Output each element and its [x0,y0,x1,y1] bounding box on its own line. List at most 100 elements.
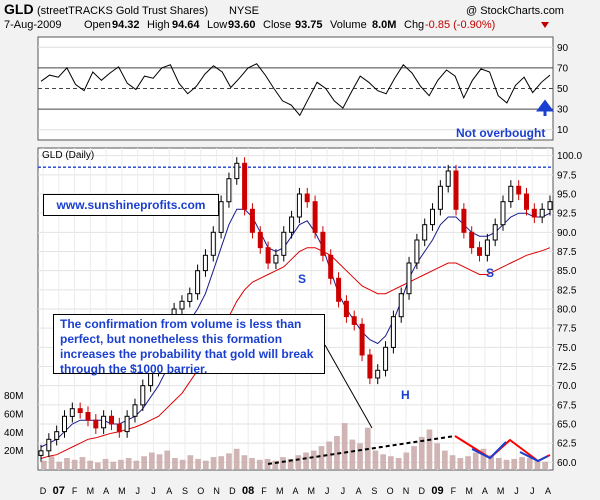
x-tick-label: O [197,486,204,496]
volume-neckline [267,435,456,465]
quote-date: 7-Aug-2009 [4,19,62,31]
x-tick-label: A [356,486,362,496]
security-name: (streetTRACKS Gold Trust Shares) [37,5,208,17]
volume-bar [102,458,109,469]
volume-bar [141,456,147,469]
candle-body [336,277,342,302]
volume-bar [434,443,440,469]
x-tick-label: S [182,486,188,496]
x-tick-label: D [40,486,47,496]
x-tick-label: A [482,486,488,496]
down-arrow-icon [541,22,549,28]
volume-bar [172,458,178,469]
volume-bar [164,450,171,469]
volume-bar [526,458,533,469]
candle-body [320,231,326,256]
volume-bar [372,450,379,469]
candle-body [304,193,310,203]
candle-body [430,208,435,226]
candle-body [524,193,529,210]
candle-body [539,208,545,218]
up-arrow-icon [536,99,554,116]
candle-body [367,354,373,379]
volume-bar [287,458,294,469]
volume-bar [87,460,93,469]
volume-bar [226,453,232,469]
volume-bar [511,458,518,469]
open-label: Open [84,19,111,31]
x-tick-label: M [276,486,284,496]
price-tick-label: 100.0 [557,151,582,162]
volume-bar [272,460,279,469]
volume-bar [149,452,155,469]
price-tick-label: 92.5 [557,209,577,220]
x-tick-label: J [341,486,346,496]
rsi-tick-label: 70 [557,63,569,74]
x-tick-label: F [261,486,267,496]
candle-body [484,239,490,256]
volume-bar [41,460,47,469]
candle-body [179,300,185,310]
x-tick-label: N [403,486,410,496]
price-tick-label: 62.5 [557,439,577,450]
candle-body [390,316,396,348]
volume-bar [125,458,132,469]
price-tick-label: 60.0 [557,458,577,469]
symbol: GLD [4,1,34,17]
price-tick-label: 65.0 [557,420,577,431]
volume-bar [334,436,340,469]
volume-bar [503,459,510,469]
price-tick-label: 97.5 [557,170,577,181]
volume-bar [310,450,317,469]
volume-tick-label: 80M [4,391,23,402]
candle-body [414,239,420,264]
candle-body [343,300,349,318]
volume-bar [156,454,163,469]
price-tick-label: 75.0 [557,343,577,354]
candle-body [257,231,263,249]
candle-body [38,450,44,456]
candle-body [547,201,553,210]
volume-trend-blue-2 [519,451,549,463]
x-tick-label: O [387,486,394,496]
volume-note: The confirmation from volume is less tha… [53,314,325,376]
candle-body [477,247,482,256]
volume-bar [110,461,117,469]
price-tick-label: 77.5 [557,324,577,335]
volume-bar [318,446,325,469]
candle-body [437,185,443,210]
high-label: High [147,19,170,31]
head-label: H [401,388,410,402]
volume-bar [418,436,425,469]
candle-body [234,162,240,180]
candle-body [531,208,537,218]
x-tick-label: A [103,486,109,496]
x-tick-label: 08 [242,485,254,497]
candle-body [124,415,130,433]
volume-bar [542,461,548,469]
right-shoulder-label: S [486,266,494,280]
candle-body [54,431,60,440]
candle-body [265,247,271,264]
candle-body [422,224,428,241]
candle-body [359,323,365,356]
volume-tick-label: 20M [4,446,23,457]
candle-body [242,162,248,210]
x-tick-label: F [72,486,78,496]
volume-bar [64,458,70,469]
volume-bar [195,458,201,469]
rsi-tick-label: 10 [557,125,569,136]
candle-body [328,254,334,279]
note-pointer [324,344,373,429]
x-tick-label: J [151,486,156,496]
volume-bar [357,443,363,469]
x-tick-label: F [451,486,457,496]
candle-body [500,201,506,226]
x-tick-label: A [166,486,172,496]
candle-body [140,385,146,406]
rsi-grid [38,46,553,131]
low-value: 93.60 [228,19,256,31]
candle-body [218,201,224,233]
x-tick-label: A [292,486,298,496]
price-axis: 60.0 62.5 65.0 67.5 70.0 72.5 75.0 77.5 80.0 82.5… [557,151,582,469]
